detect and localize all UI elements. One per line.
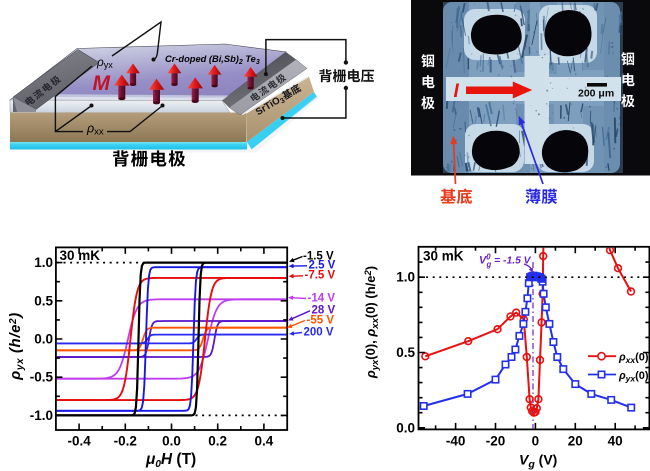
svg-text:0.2: 0.2 bbox=[208, 434, 227, 449]
svg-text:200 V: 200 V bbox=[304, 327, 334, 339]
svg-text:-0.4: -0.4 bbox=[67, 434, 91, 449]
svg-text:Cr-doped (Bi,Sb)2 Te3: Cr-doped (Bi,Sb)2 Te3 bbox=[165, 54, 260, 66]
svg-text:28 V: 28 V bbox=[312, 305, 336, 317]
svg-text:2.5 V: 2.5 V bbox=[309, 260, 336, 272]
svg-text:0.0: 0.0 bbox=[162, 434, 181, 449]
svg-text:200 μm: 200 μm bbox=[578, 88, 614, 100]
svg-text:0.0: 0.0 bbox=[396, 420, 415, 435]
svg-text:0.4: 0.4 bbox=[255, 434, 274, 449]
svg-text:ρyx (h/e2): ρyx (h/e2) bbox=[7, 312, 26, 381]
svg-text:ρyx(0), ρxx(0) (h/e2): ρyx(0), ρxx(0) (h/e2) bbox=[363, 266, 381, 379]
svg-text:-0.2: -0.2 bbox=[114, 434, 137, 449]
svg-text:-1.5 V: -1.5 V bbox=[303, 250, 334, 262]
svg-text:-7.5 V: -7.5 V bbox=[305, 270, 336, 282]
svg-text:0.5: 0.5 bbox=[34, 293, 53, 308]
svg-text:20: 20 bbox=[568, 434, 583, 449]
svg-text:μ0H (T): μ0H (T) bbox=[145, 451, 196, 470]
svg-text:M: M bbox=[93, 72, 111, 95]
svg-text:ρxx(0): ρxx(0) bbox=[618, 352, 649, 366]
svg-text:-1.0: -1.0 bbox=[30, 408, 53, 423]
svg-text:30 mK: 30 mK bbox=[423, 249, 464, 264]
svg-text:0.5: 0.5 bbox=[396, 345, 415, 360]
svg-text:I: I bbox=[454, 81, 460, 102]
svg-text:0: 0 bbox=[532, 434, 540, 449]
svg-text:1.0: 1.0 bbox=[396, 270, 415, 285]
svg-text:-55 V: -55 V bbox=[307, 315, 335, 327]
svg-text:30 mK: 30 mK bbox=[60, 248, 101, 263]
svg-text:1.0: 1.0 bbox=[34, 255, 53, 270]
svg-text:0.0: 0.0 bbox=[34, 332, 53, 347]
svg-text:-40: -40 bbox=[446, 434, 466, 449]
svg-text:ρyx(0): ρyx(0) bbox=[618, 370, 649, 384]
svg-text:V0g = -1.5 V: V0 g = -1.5 V bbox=[479, 253, 532, 269]
svg-text:-0.5: -0.5 bbox=[30, 370, 54, 385]
svg-text:-20: -20 bbox=[486, 434, 506, 449]
svg-text:40: 40 bbox=[608, 434, 623, 449]
svg-text:Vg (V): Vg (V) bbox=[519, 452, 557, 471]
svg-text:-14 V: -14 V bbox=[308, 293, 336, 305]
